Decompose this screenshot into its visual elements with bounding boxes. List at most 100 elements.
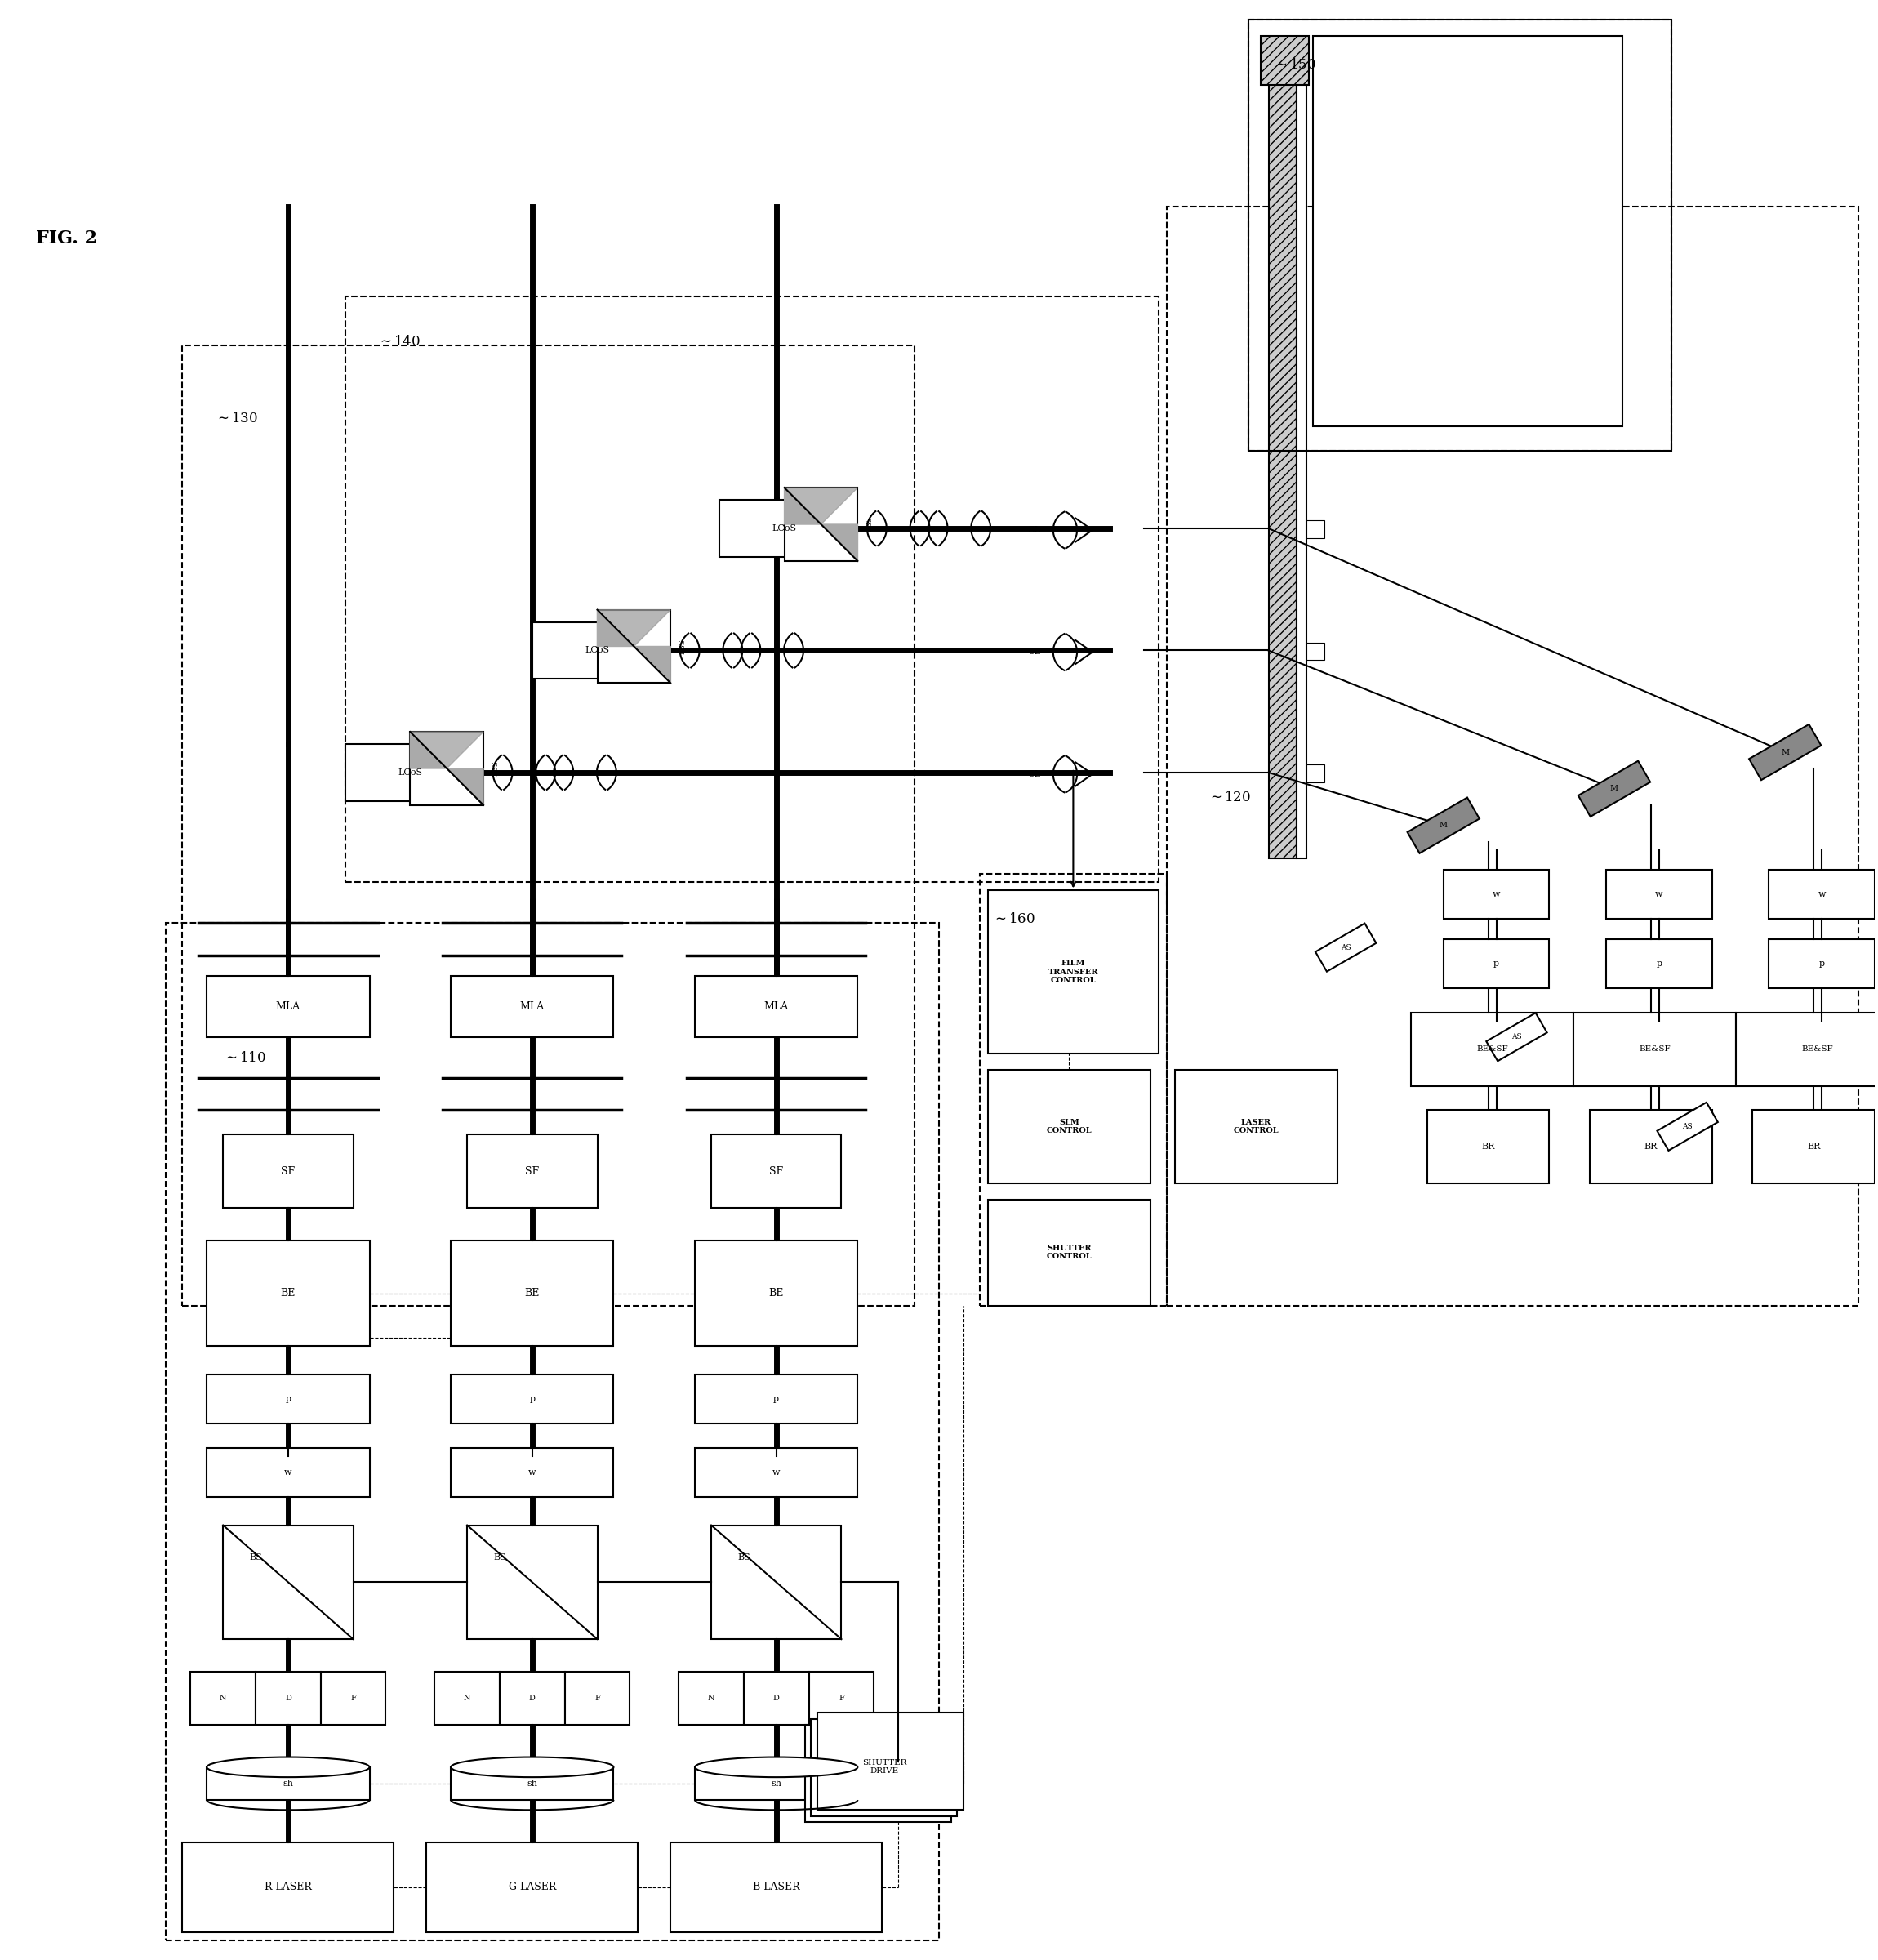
- Text: p: p: [774, 1396, 779, 1403]
- Bar: [1578, 760, 1651, 817]
- Text: CL: CL: [1027, 525, 1040, 535]
- Bar: [223, 1135, 353, 1207]
- Bar: [1485, 1013, 1547, 1060]
- Bar: [1606, 870, 1713, 919]
- Bar: [346, 296, 1159, 882]
- Text: BR: BR: [1643, 1143, 1658, 1151]
- Text: p: p: [285, 1396, 291, 1403]
- Text: LASER
CONTROL: LASER CONTROL: [1234, 1119, 1279, 1135]
- Bar: [223, 1525, 353, 1639]
- Bar: [1769, 870, 1874, 919]
- Bar: [255, 1672, 321, 1725]
- Bar: [207, 976, 370, 1037]
- Text: MLA: MLA: [520, 1002, 545, 1011]
- Text: BE&SF: BE&SF: [1639, 1045, 1671, 1053]
- Text: D: D: [530, 1695, 535, 1701]
- Text: MLA: MLA: [276, 1002, 300, 1011]
- Polygon shape: [409, 731, 483, 768]
- Text: BE&SF: BE&SF: [1476, 1045, 1508, 1053]
- Bar: [451, 1374, 614, 1423]
- Bar: [695, 1768, 858, 1799]
- Bar: [1427, 1109, 1549, 1184]
- Bar: [165, 923, 939, 1940]
- Ellipse shape: [695, 1756, 858, 1778]
- Bar: [207, 1241, 370, 1347]
- Bar: [531, 621, 663, 678]
- Text: N: N: [708, 1695, 716, 1701]
- Bar: [321, 1672, 385, 1725]
- Bar: [1410, 1013, 1574, 1086]
- Bar: [811, 1719, 958, 1817]
- Bar: [1752, 1109, 1874, 1184]
- Bar: [346, 745, 475, 802]
- Text: w: w: [528, 1468, 535, 1476]
- Text: $\sim$150: $\sim$150: [1273, 59, 1316, 73]
- Ellipse shape: [451, 1756, 614, 1778]
- Text: N: N: [464, 1695, 471, 1701]
- Text: MLA: MLA: [764, 1002, 789, 1011]
- Bar: [1307, 643, 1324, 661]
- Bar: [1298, 45, 1307, 858]
- Text: PBS: PBS: [492, 760, 500, 776]
- Bar: [744, 1672, 809, 1725]
- Bar: [565, 1672, 629, 1725]
- Text: w: w: [1655, 890, 1662, 898]
- Text: AS: AS: [1341, 945, 1350, 951]
- Bar: [1249, 20, 1671, 451]
- Bar: [1315, 923, 1377, 972]
- Text: w: w: [772, 1468, 779, 1476]
- Text: CL: CL: [1027, 649, 1040, 657]
- Text: PBS: PBS: [866, 517, 873, 531]
- Text: $\sim$140: $\sim$140: [377, 335, 421, 349]
- Bar: [1444, 870, 1549, 919]
- Text: LCoS: LCoS: [398, 768, 423, 776]
- Bar: [809, 1672, 873, 1725]
- Bar: [1313, 35, 1623, 427]
- Text: w: w: [284, 1468, 291, 1476]
- Bar: [434, 1672, 500, 1725]
- Bar: [468, 1525, 597, 1639]
- Bar: [695, 1448, 858, 1497]
- Bar: [468, 1135, 597, 1207]
- Bar: [451, 976, 614, 1037]
- Bar: [1268, 45, 1298, 858]
- Bar: [597, 610, 670, 682]
- Text: N: N: [220, 1695, 227, 1701]
- Bar: [1407, 798, 1480, 853]
- Bar: [182, 345, 915, 1305]
- Bar: [1748, 725, 1822, 780]
- Bar: [1176, 1070, 1337, 1184]
- Text: p: p: [530, 1396, 535, 1403]
- Bar: [426, 1842, 639, 1933]
- Bar: [695, 1241, 858, 1347]
- Text: R LASER: R LASER: [265, 1882, 312, 1893]
- Bar: [182, 1842, 394, 1933]
- Bar: [1737, 1013, 1878, 1086]
- Text: SF: SF: [526, 1166, 539, 1176]
- Bar: [451, 1768, 614, 1799]
- Text: w: w: [1493, 890, 1501, 898]
- Text: p: p: [1818, 960, 1825, 968]
- Text: PBS: PBS: [678, 639, 685, 655]
- Text: BS: BS: [738, 1552, 749, 1562]
- Text: sh: sh: [528, 1780, 537, 1788]
- Bar: [1606, 939, 1713, 988]
- Bar: [785, 488, 858, 561]
- Text: LCoS: LCoS: [586, 647, 610, 655]
- Polygon shape: [785, 488, 821, 525]
- Text: D: D: [774, 1695, 779, 1701]
- Polygon shape: [821, 525, 858, 561]
- Bar: [1591, 1109, 1713, 1184]
- Bar: [1574, 1013, 1737, 1086]
- Bar: [1307, 519, 1324, 539]
- Text: SF: SF: [770, 1166, 783, 1176]
- Text: BS: BS: [250, 1552, 263, 1562]
- Text: sh: sh: [284, 1780, 293, 1788]
- Bar: [1260, 35, 1309, 84]
- Ellipse shape: [207, 1756, 370, 1778]
- Bar: [712, 1135, 841, 1207]
- Text: $\sim$120: $\sim$120: [1208, 790, 1251, 804]
- Text: BS: BS: [494, 1552, 505, 1562]
- Text: F: F: [595, 1695, 601, 1701]
- Text: $\sim$130: $\sim$130: [214, 412, 259, 425]
